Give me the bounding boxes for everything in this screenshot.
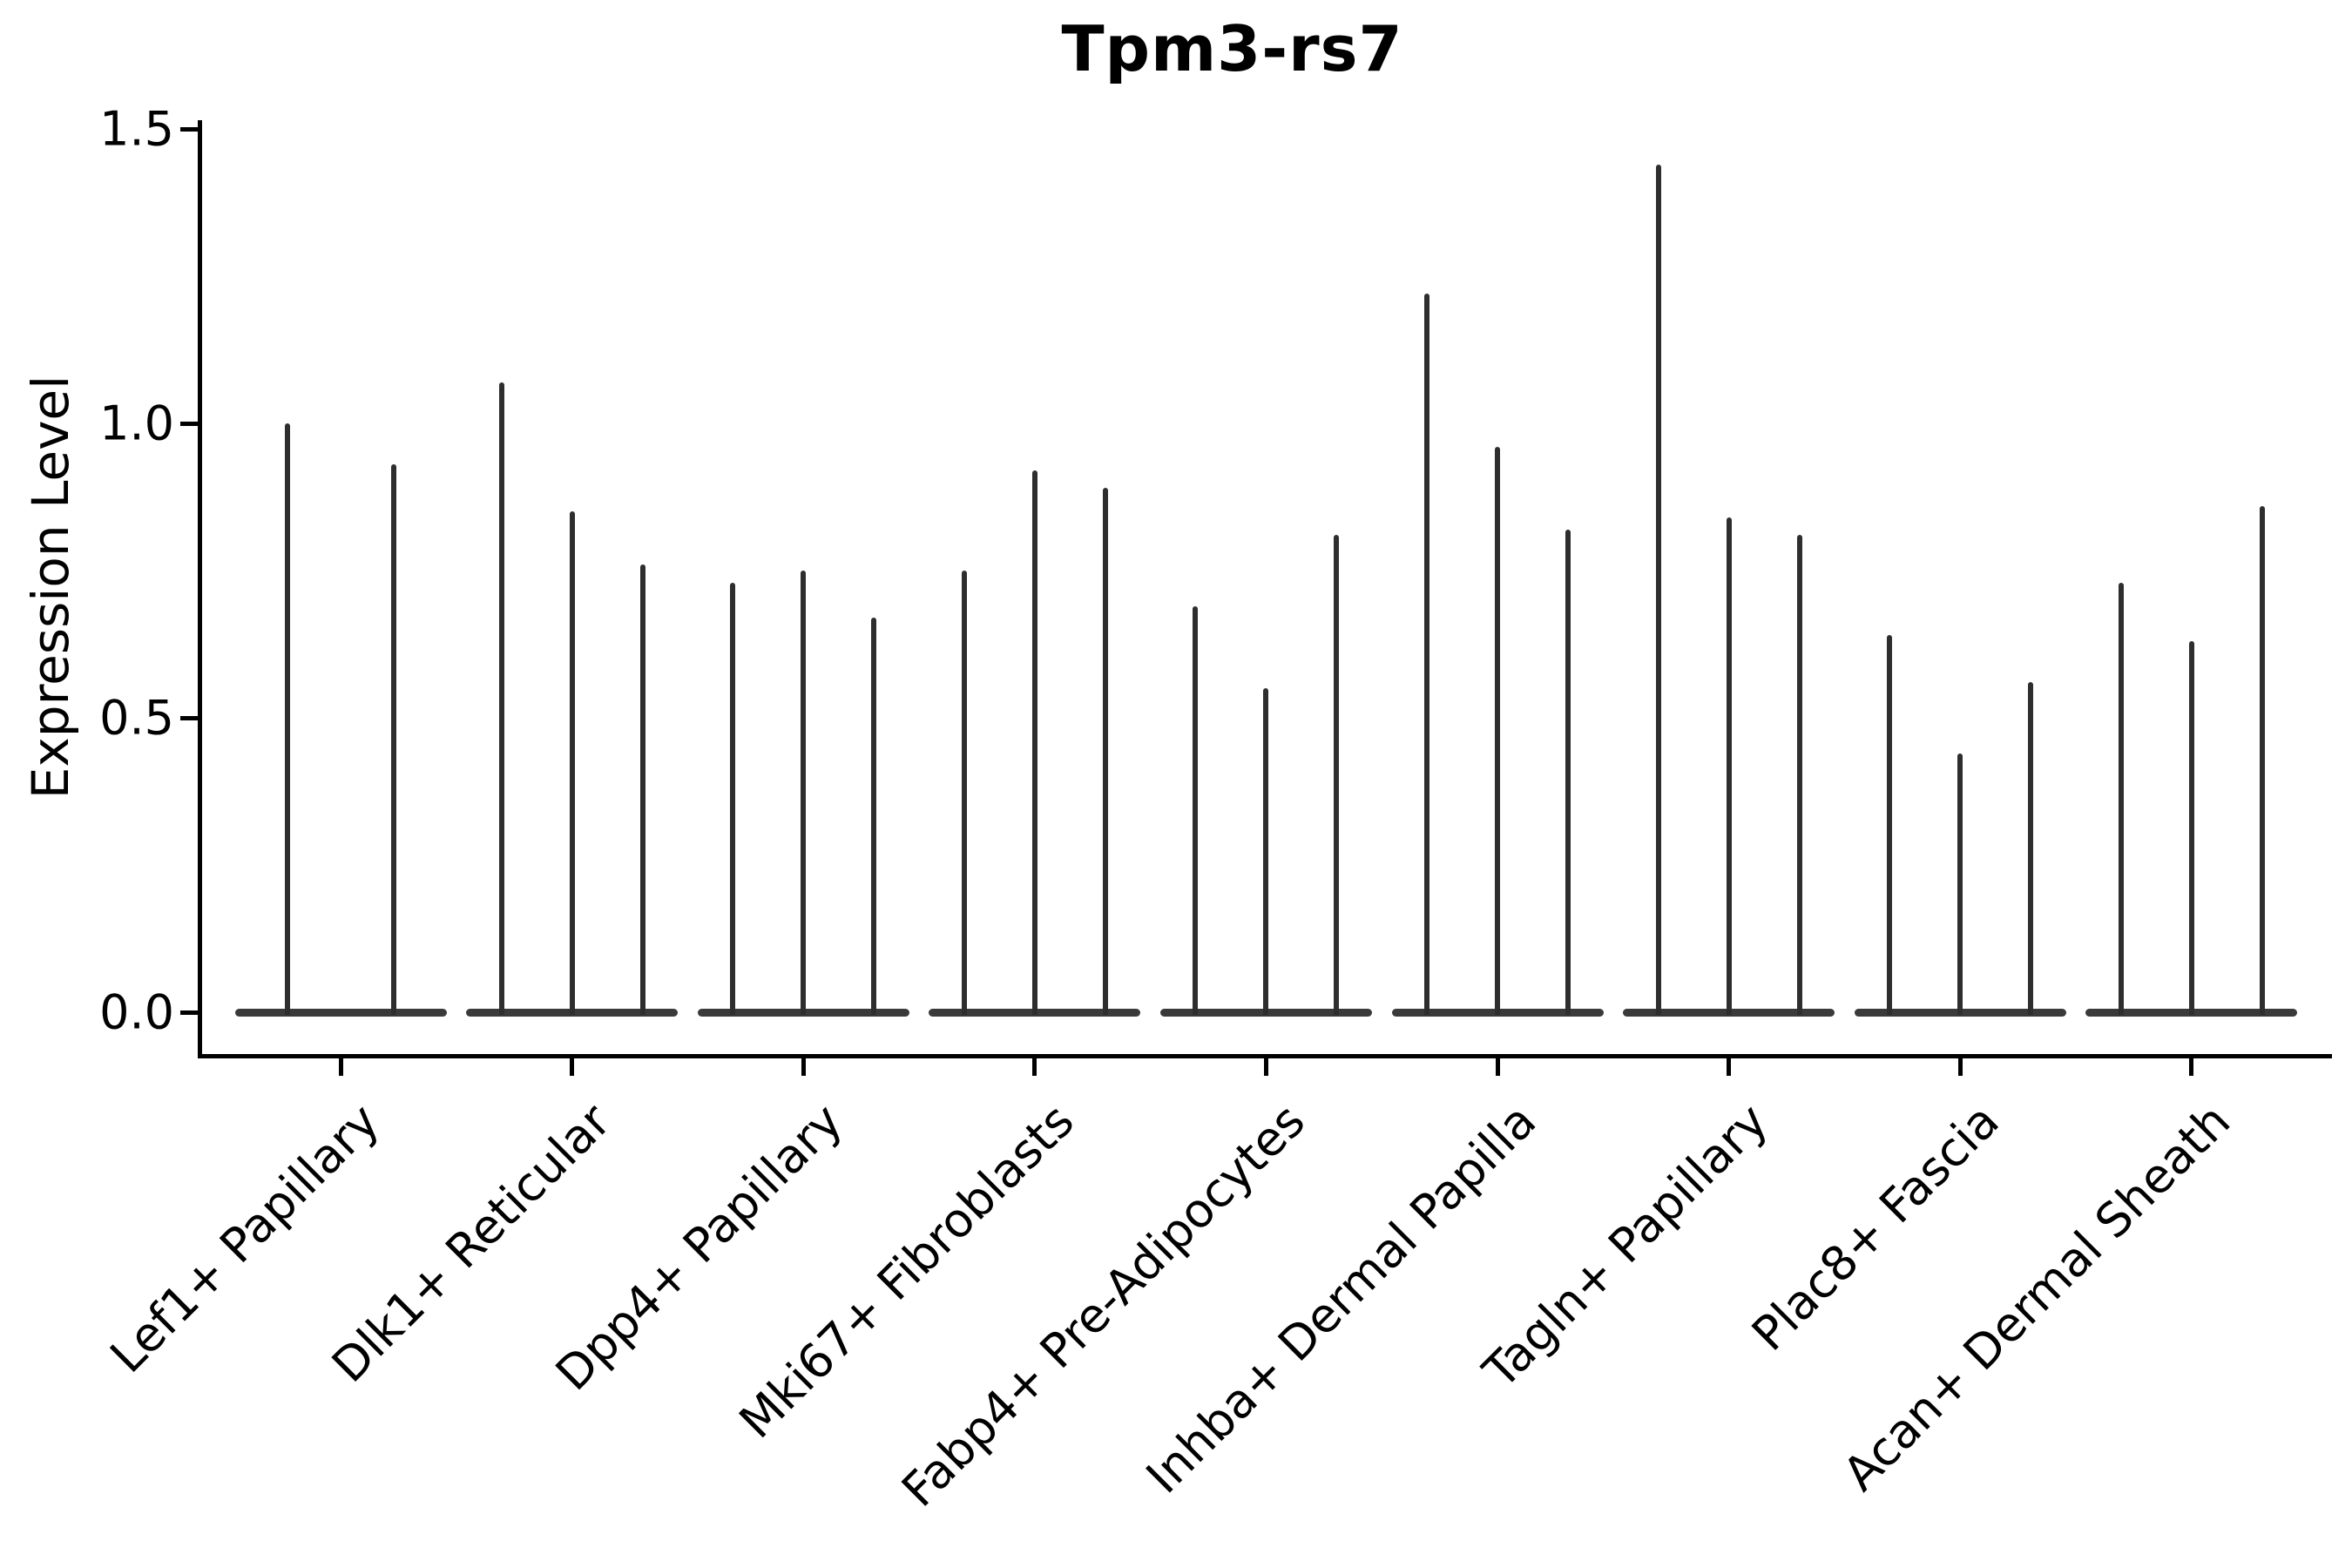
x-tick-mark (2189, 1058, 2194, 1076)
violin-spike (1102, 488, 1108, 1015)
violin-spike (1424, 294, 1429, 1015)
violin-spike (1193, 605, 1199, 1015)
y-tick-label: 1.5 (99, 101, 174, 157)
y-tick-label: 0.5 (99, 690, 174, 746)
violin-spike (871, 618, 877, 1015)
violin-spike (1495, 447, 1500, 1015)
violin-baseline (234, 1008, 447, 1017)
x-tick-mark (1957, 1058, 1963, 1076)
violin-spike (1957, 753, 1963, 1015)
violin-spike (961, 571, 967, 1015)
y-tick-label: 0.0 (99, 984, 174, 1040)
violin-spike (390, 464, 396, 1015)
y-tick-mark (180, 715, 198, 720)
x-tick-label: Fabp4+ Pre-Adipocytes (891, 1093, 1315, 1517)
violin-spike (730, 582, 736, 1015)
violin-spike (1726, 517, 1732, 1015)
violin-spike (1565, 529, 1571, 1015)
violin-spike (639, 564, 645, 1015)
violin-spike (1887, 635, 1893, 1015)
x-tick-mark (1263, 1058, 1268, 1076)
x-tick-mark (1727, 1058, 1732, 1076)
violin-spike (2028, 682, 2034, 1015)
violin-spike (569, 511, 575, 1015)
plot-area: 0.0 0.5 1.0 1.5 Lef1+ Papillary Dlk1+ Reticul… (99, 102, 2332, 1517)
violin-spike (1031, 470, 1037, 1015)
y-tick-mark (180, 126, 198, 132)
x-tick-mark (1495, 1058, 1500, 1076)
violin-spike (2259, 505, 2265, 1015)
violin-spike (2118, 582, 2124, 1015)
y-tick-mark (180, 421, 198, 426)
y-tick-mark (180, 1010, 198, 1015)
violin-spike (498, 382, 504, 1015)
chart-title: Tpm3-rs7 (1061, 12, 1403, 85)
x-tick-mark (801, 1058, 806, 1076)
violin-spike (1334, 535, 1340, 1015)
x-tick-mark (338, 1058, 343, 1076)
y-axis-label: Expression Level (21, 375, 80, 800)
x-tick-label: Acan+ Dermal Sheath (1832, 1093, 2241, 1502)
violin-spike (1655, 164, 1661, 1015)
x-tick-mark (570, 1058, 575, 1076)
x-tick-label: Inhba+ Dermal Papilla (1136, 1093, 1547, 1504)
violin-spike (2188, 641, 2194, 1015)
violin-spike (285, 423, 291, 1015)
violin-spike (801, 571, 807, 1015)
x-tick-mark (1032, 1058, 1037, 1076)
x-tick-label: Plac8+ Fascia (1740, 1093, 2010, 1362)
y-tick-label: 1.0 (99, 395, 174, 451)
violin-spike (1796, 535, 1802, 1015)
violin-spike (1263, 688, 1269, 1015)
